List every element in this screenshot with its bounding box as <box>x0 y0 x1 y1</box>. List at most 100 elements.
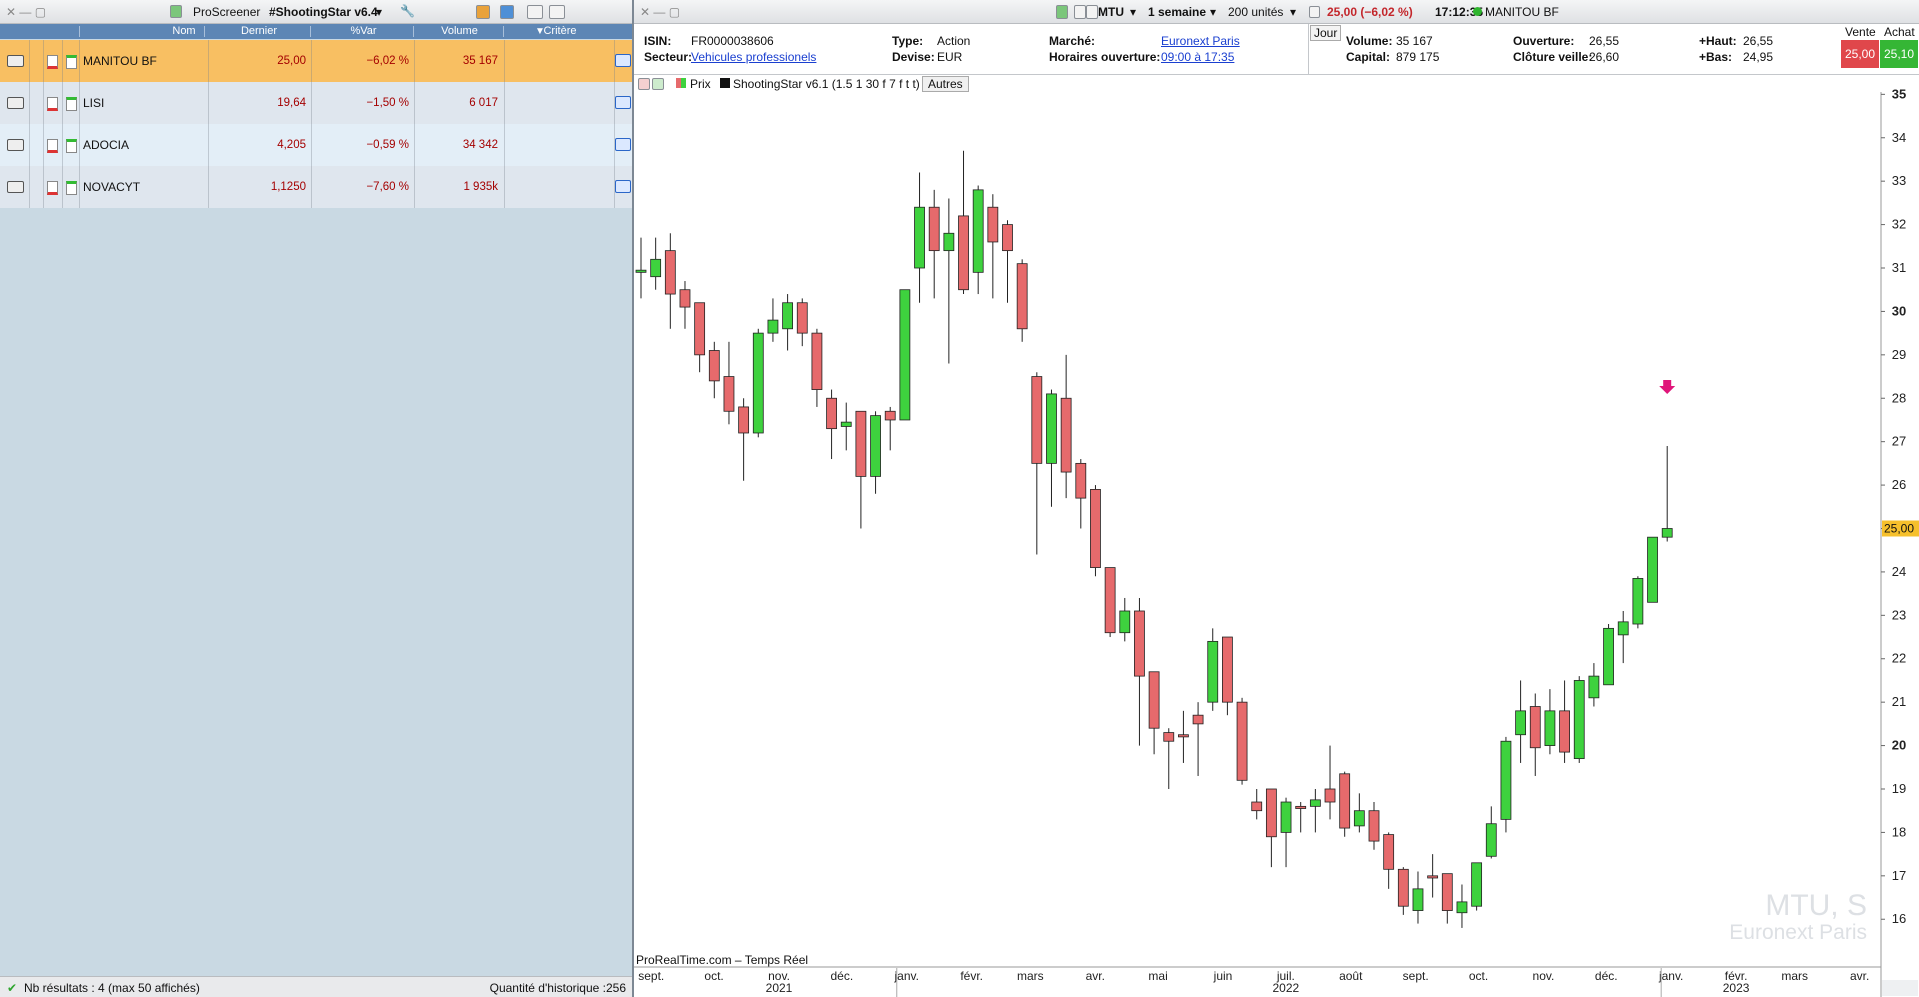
dropdown-arrow[interactable]: ▾ <box>1290 5 1297 19</box>
buy-button[interactable] <box>1880 40 1918 68</box>
watermark-market: Euronext Paris <box>1729 921 1867 944</box>
info-value: 35 167 <box>1396 34 1433 48</box>
stock-value: 4,205 <box>277 139 306 151</box>
close-icon[interactable]: ✕ — ▢ <box>640 5 681 19</box>
y-tick-label: 23 <box>1892 607 1906 622</box>
screener-panel: ✕ — ▢ ProScreener #ShootingStar v6.4 ▾ 🔧… <box>0 0 632 997</box>
stock-value: 19,64 <box>277 97 306 109</box>
legend-price[interactable]: Prix <box>690 77 711 91</box>
layout-icon[interactable] <box>527 5 543 19</box>
y-tick-label: 34 <box>1892 130 1906 145</box>
screener-icon[interactable] <box>170 5 182 18</box>
year-label: 2021 <box>766 981 793 995</box>
ticker[interactable]: MTU <box>1098 5 1124 19</box>
candle-body <box>664 250 676 295</box>
cell-separator <box>79 166 80 208</box>
market-link[interactable]: Euronext Paris <box>1161 34 1240 48</box>
settings-icon[interactable] <box>549 5 565 19</box>
candle-body <box>1016 263 1028 330</box>
source-label: ProRealTime.com – Temps Réel <box>636 953 809 967</box>
cell-separator <box>79 124 80 166</box>
column-header[interactable]: %Var <box>350 25 377 37</box>
dropdown-arrow[interactable]: ▾ <box>376 5 383 19</box>
table-row[interactable]: NOVACYT 1,1250 −7,60 % 1 935k <box>0 166 632 208</box>
tool-icon[interactable] <box>1086 5 1098 19</box>
column-header[interactable]: Critère <box>543 25 577 37</box>
x-tick-label: nov. <box>768 969 790 983</box>
hours-link[interactable]: 09:00 à 17:35 <box>1161 50 1235 64</box>
candle-body <box>650 258 662 278</box>
up-icon[interactable] <box>652 78 664 90</box>
table-row[interactable]: LISI 19,64 −1,50 % 6 017 <box>0 82 632 124</box>
candle-body <box>1031 376 1043 464</box>
table-row[interactable]: ADOCIA 4,205 −0,59 % 34 342 <box>0 124 632 166</box>
dropdown-arrow[interactable]: ▾ <box>1210 5 1217 19</box>
sell-label: Vente <box>1845 25 1876 39</box>
candle-body <box>1573 680 1585 760</box>
column-header[interactable]: Volume <box>441 25 478 37</box>
remove-icon <box>47 55 58 69</box>
tool-icon[interactable] <box>1074 5 1086 19</box>
corner-box[interactable] <box>1882 980 1918 996</box>
chart-icon <box>7 139 24 151</box>
buy-price[interactable]: 25,10 <box>1883 47 1915 61</box>
candle-body <box>1236 701 1248 781</box>
candle-body <box>694 302 706 356</box>
units[interactable]: 200 unités <box>1228 5 1284 19</box>
candle-body <box>1280 801 1292 833</box>
stock-value: 1 935k <box>463 181 498 193</box>
edit-icon[interactable]: 🔧 <box>400 4 415 18</box>
sort-up-icon[interactable] <box>500 5 514 19</box>
table-row[interactable]: MANITOU BF 25,00 −6,02 % 35 167 <box>0 40 632 82</box>
candle-body <box>1603 627 1614 686</box>
others-button[interactable]: Autres <box>922 76 969 92</box>
day-button[interactable]: Jour <box>1310 25 1342 41</box>
sector-link[interactable]: Vehicules professionels <box>691 50 817 64</box>
sell-price[interactable]: 25,00 <box>1844 47 1876 61</box>
cell-separator <box>311 124 312 166</box>
stock-name[interactable]: NOVACYT <box>83 180 141 194</box>
candle-body <box>958 215 969 291</box>
y-tick-label: 18 <box>1892 824 1906 839</box>
cell-separator <box>43 40 44 82</box>
period[interactable]: 1 semaine <box>1148 5 1207 19</box>
candle-body <box>1060 397 1072 473</box>
column-separator <box>310 26 311 37</box>
stock-name[interactable]: MANITOU BF <box>83 54 157 68</box>
y-tick-label: 17 <box>1892 868 1906 883</box>
info-value: 26,60 <box>1589 50 1620 64</box>
panel-divider[interactable] <box>632 0 634 997</box>
last-price-tag <box>1882 520 1919 537</box>
info-label: Capital: <box>1346 50 1391 64</box>
add-icon <box>66 139 77 153</box>
info-value: EUR <box>937 50 963 64</box>
candle-body <box>1002 224 1013 252</box>
quote-time: 17:12:35 <box>1435 5 1484 19</box>
info-value: Action <box>937 34 971 48</box>
stock-value: −6,02 % <box>366 55 409 67</box>
column-separator <box>79 26 80 37</box>
chart-type-icon[interactable] <box>1056 5 1068 19</box>
cell-separator <box>208 40 209 82</box>
cell-separator <box>504 82 505 124</box>
remove-icon <box>47 139 58 153</box>
close-icon[interactable]: ✕ — ▢ <box>6 5 47 19</box>
candle-body <box>1090 489 1101 568</box>
column-header[interactable]: Nom <box>172 25 196 37</box>
candle-body <box>1617 621 1629 636</box>
dropdown-arrow[interactable]: ▾ <box>1130 5 1137 19</box>
stock-value: 34 342 <box>462 139 498 151</box>
sort-down-icon[interactable] <box>476 5 490 19</box>
screen-name[interactable]: #ShootingStar v6.4 <box>269 5 378 19</box>
legend-indicator[interactable]: ShootingStar v6.1 (1.5 1 30 f 7 f t t) <box>733 77 920 91</box>
stock-name[interactable]: ADOCIA <box>83 138 130 152</box>
down-icon[interactable] <box>638 78 650 90</box>
candle-body <box>899 289 911 421</box>
column-header[interactable]: Dernier <box>240 25 278 37</box>
sell-button[interactable] <box>1841 40 1879 68</box>
x-tick-label: juil. <box>1276 969 1295 983</box>
stock-name[interactable]: LISI <box>83 96 105 110</box>
screener-title[interactable]: ProScreener <box>193 5 261 19</box>
info-icon[interactable] <box>1309 6 1320 18</box>
candle-body <box>870 415 881 477</box>
